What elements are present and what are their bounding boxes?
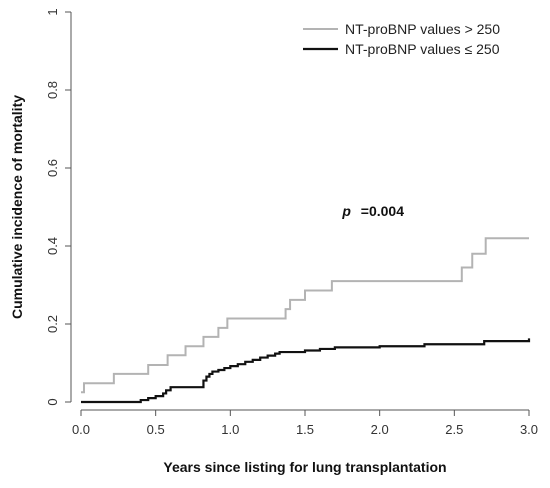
x-tick-label: 2.5 (445, 422, 463, 437)
x-tick-label: 1.5 (296, 422, 314, 437)
p-value-annotation: p =0.004 (341, 203, 404, 219)
y-tick-label: 0 (45, 398, 60, 405)
y-tick-label: 0.2 (45, 315, 60, 333)
legend-label-low: NT-proBNP values ≤ 250 (345, 41, 500, 57)
p-value: =0.004 (361, 203, 404, 219)
axes: 0.0 0.5 1.0 1.5 2.0 2.5 3.0 0 0.2 0.4 0.6 0.8 1 (45, 8, 538, 437)
x-tick-label: 3.0 (520, 422, 538, 437)
x-tick-label: 0.5 (147, 422, 165, 437)
legend: NT-proBNP values > 250 NT-proBNP values … (303, 21, 500, 57)
x-tick-label: 0.0 (72, 422, 90, 437)
x-tick-label: 1.0 (221, 422, 239, 437)
y-tick-label: 0.6 (45, 159, 60, 177)
x-tick-label: 2.0 (371, 422, 389, 437)
p-symbol: p (341, 203, 351, 219)
series-line-high (81, 237, 529, 394)
y-axis-title: Cumulative incidence of mortality (9, 95, 25, 319)
legend-label-high: NT-proBNP values > 250 (345, 21, 500, 37)
x-axis-title: Years since listing for lung transplanta… (163, 459, 446, 475)
y-tick-label: 0.4 (45, 237, 60, 255)
y-tick-label: 0.8 (45, 81, 60, 99)
series-line-low (81, 338, 531, 404)
y-tick-label: 1 (45, 8, 60, 15)
series-layer (81, 237, 531, 404)
